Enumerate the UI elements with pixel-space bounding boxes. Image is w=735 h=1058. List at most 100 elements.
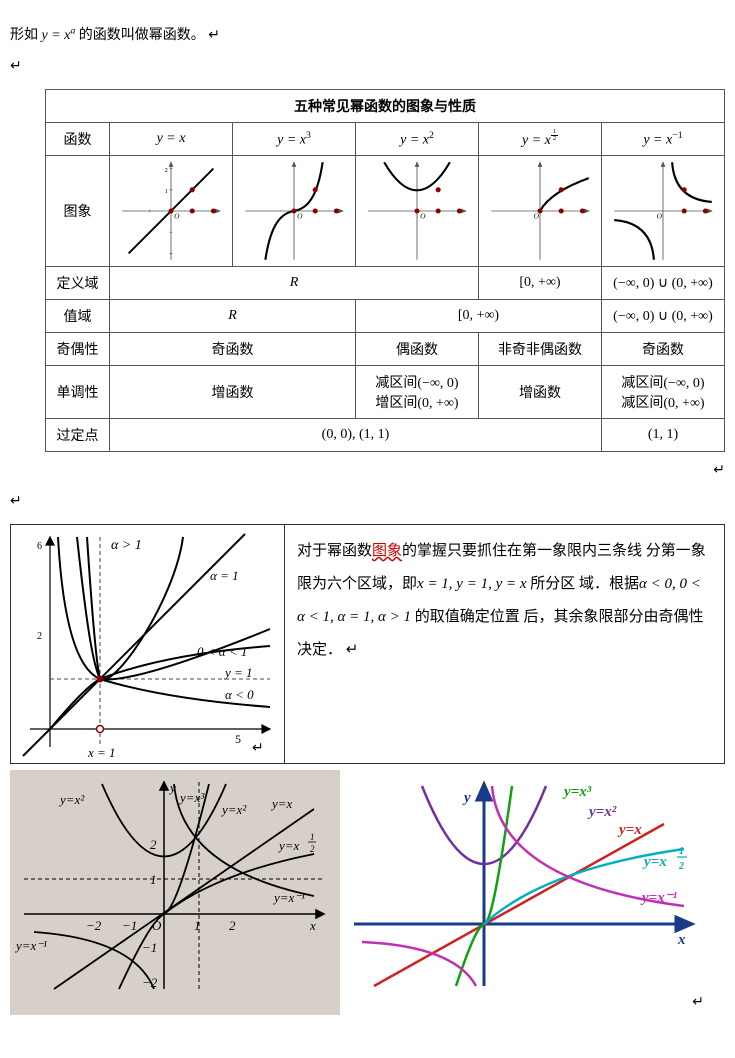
svg-text:5: 5 (235, 732, 241, 746)
combined-row: x y O −2 −1 1 2 2 1 −1 −2 (10, 770, 725, 1015)
fn-c4: y = x12 (479, 123, 602, 156)
parity-c1: 奇函数 (110, 333, 356, 366)
svg-text:2: 2 (678, 861, 684, 872)
svg-text:−2: −2 (86, 918, 102, 933)
svg-text:x: x (309, 918, 316, 933)
svg-text:y=x²: y=x² (220, 802, 247, 817)
fixed-c1: (0, 0), (1, 1) (110, 419, 602, 452)
svg-text:−1: −1 (122, 918, 137, 933)
svg-text:y=x⁻¹: y=x⁻¹ (272, 890, 305, 905)
domain-c4: [0, +∞) (479, 267, 602, 300)
domain-c1: R (110, 267, 479, 300)
svg-text:−2: −2 (142, 975, 158, 990)
svg-text:y=x²: y=x² (58, 792, 85, 807)
svg-text:1: 1 (310, 832, 315, 842)
row-graph: 图象 O 2 1 (46, 156, 725, 267)
row-label-domain: 定义域 (46, 267, 110, 300)
svg-text:O: O (297, 211, 303, 220)
power-fn-table: 五种常见幂函数的图象与性质 函数 y = x y = x3 y = x2 y =… (45, 89, 725, 452)
svg-text:O: O (657, 211, 663, 220)
parity-c5: 奇函数 (602, 333, 725, 366)
mono-c5: 减区间(−∞, 0) 减区间(0, +∞) (602, 366, 725, 419)
mini-plot-sqrt: O (481, 158, 599, 264)
range-c1: R (110, 300, 356, 333)
mini-plot-cubic: O (235, 158, 353, 264)
row-mono: 单调性 增函数 减区间(−∞, 0) 增区间(0, +∞) 增函数 减区间(−∞… (46, 366, 725, 419)
svg-text:↵: ↵ (252, 741, 264, 756)
fn-c2: y = x3 (233, 123, 356, 156)
svg-text:x: x (677, 932, 686, 948)
svg-text:2: 2 (229, 918, 236, 933)
svg-text:2: 2 (310, 844, 315, 854)
fn-c3: y = x2 (356, 123, 479, 156)
intro-exp: a (70, 25, 75, 36)
row-label-fixed: 过定点 (46, 419, 110, 452)
graph-c2: O (233, 156, 356, 267)
svg-text:α = 1: α = 1 (210, 568, 239, 583)
blank-line: ↵ (10, 58, 725, 75)
svg-text:y=x: y=x (277, 838, 300, 853)
row-label-parity: 奇偶性 (46, 333, 110, 366)
row-range: 值域 R [0, +∞) (−∞, 0) ∪ (0, +∞) (46, 300, 725, 333)
svg-text:2: 2 (150, 837, 157, 852)
row-parity: 奇偶性 奇函数 偶函数 非奇非偶函数 奇函数 (46, 333, 725, 366)
svg-text:1: 1 (194, 918, 201, 933)
parity-c3: 偶函数 (356, 333, 479, 366)
svg-text:−1: −1 (142, 940, 157, 955)
svg-text:y=x³: y=x³ (562, 784, 592, 800)
mini-plot-linear: O 2 1 (112, 158, 230, 264)
quadrant-row: α > 1 α = 1 0 < α < 1 y = 1 α < 0 x = 1 … (10, 524, 725, 764)
combined-left: x y O −2 −1 1 2 2 1 −1 −2 (10, 770, 340, 1015)
svg-text:y=x²: y=x² (587, 804, 617, 820)
svg-text:0 < α < 1: 0 < α < 1 (197, 644, 247, 659)
svg-text:2: 2 (37, 631, 42, 642)
table-end-mark: ↵ (10, 462, 725, 479)
svg-text:2: 2 (165, 167, 168, 174)
domain-c5: (−∞, 0) ∪ (0, +∞) (602, 267, 725, 300)
svg-text:1: 1 (150, 872, 157, 887)
intro-line: 形如 y = xa 的函数叫做幂函数。 ↵ (10, 24, 725, 44)
table-title: 五种常见幂函数的图象与性质 (46, 90, 725, 123)
row-label-fn: 函数 (46, 123, 110, 156)
fn-c5: y = x−1 (602, 123, 725, 156)
intro-after: 的函数叫做幂函数。 (79, 28, 205, 43)
svg-text:y=x³: y=x³ (178, 790, 205, 805)
fixed-c5: (1, 1) (602, 419, 725, 452)
svg-text:x = 1: x = 1 (87, 745, 116, 759)
row-label-mono: 单调性 (46, 366, 110, 419)
svg-text:1: 1 (165, 188, 168, 195)
graph-c3: O (356, 156, 479, 267)
svg-text:α < 0: α < 0 (225, 687, 254, 702)
mono-c3: 减区间(−∞, 0) 增区间(0, +∞) (356, 366, 479, 419)
mono-c1: 增函数 (110, 366, 356, 419)
svg-text:y=x: y=x (270, 796, 293, 811)
mini-plot-recip: O (604, 158, 722, 264)
range-c3: [0, +∞) (356, 300, 602, 333)
graph-c5: O (602, 156, 725, 267)
svg-text:1: 1 (679, 846, 684, 857)
range-c5: (−∞, 0) ∪ (0, +∞) (602, 300, 725, 333)
svg-text:y=x: y=x (642, 854, 667, 870)
row-label-graph: 图象 (46, 156, 110, 267)
quadrant-text: 对于幂函数图象的掌握只要抓住在第一象限内三条线 分第一象限为六个区域，即x = … (285, 524, 725, 764)
svg-text:α > 1: α > 1 (111, 538, 142, 553)
intro-before: 形如 (10, 28, 42, 43)
parity-c4: 非奇非偶函数 (479, 333, 602, 366)
graph-c1: O 2 1 (110, 156, 233, 267)
svg-text:y=x⁻¹: y=x⁻¹ (14, 938, 47, 953)
intro-eq: y = x (42, 28, 71, 43)
mono-c4: 增函数 (479, 366, 602, 419)
mini-plot-square: O (358, 158, 476, 264)
row-domain: 定义域 R [0, +∞) (−∞, 0) ∪ (0, +∞) (46, 267, 725, 300)
fn-c1: y = x (110, 123, 233, 156)
svg-text:y=x: y=x (617, 822, 642, 838)
row-fixed: 过定点 (0, 0), (1, 1) (1, 1) (46, 419, 725, 452)
svg-text:6: 6 (37, 541, 42, 552)
svg-text:y=x⁻¹: y=x⁻¹ (640, 890, 677, 906)
svg-text:O: O (420, 211, 426, 220)
quadrant-diagram: α > 1 α = 1 0 < α < 1 y = 1 α < 0 x = 1 … (10, 524, 285, 764)
row-label-range: 值域 (46, 300, 110, 333)
blank-line2: ↵ (10, 493, 725, 510)
row-fn: 函数 y = x y = x3 y = x2 y = x12 y = x−1 (46, 123, 725, 156)
svg-text:y = 1: y = 1 (223, 665, 253, 680)
